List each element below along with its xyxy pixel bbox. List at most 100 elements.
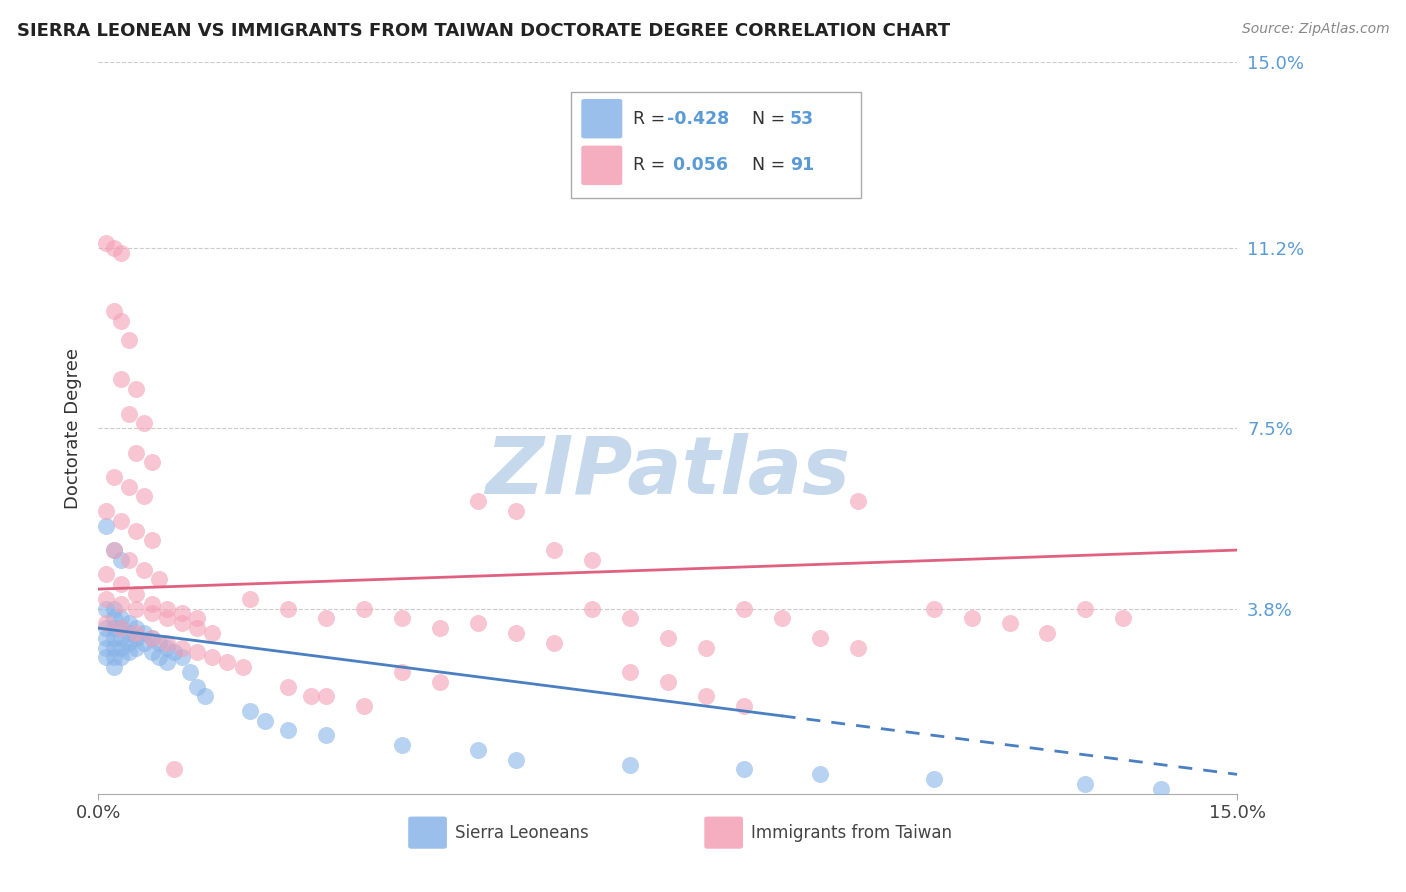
Point <box>1074 601 1097 615</box>
Point <box>239 591 262 606</box>
Point <box>103 601 125 615</box>
Point <box>922 772 945 787</box>
Text: -0.428: -0.428 <box>666 110 728 128</box>
Point <box>156 655 179 669</box>
Point <box>103 543 125 558</box>
Text: R =: R = <box>633 110 671 128</box>
Point <box>505 626 527 640</box>
Point <box>277 680 299 694</box>
Point <box>254 714 277 728</box>
Point <box>103 611 125 625</box>
Point <box>467 616 489 631</box>
FancyBboxPatch shape <box>581 145 623 186</box>
Point <box>125 524 148 538</box>
Point <box>186 680 208 694</box>
Point <box>110 631 132 645</box>
Point <box>170 650 193 665</box>
Point <box>299 690 322 704</box>
Point <box>94 616 117 631</box>
Point <box>1112 611 1135 625</box>
Point <box>94 621 117 635</box>
Point <box>217 655 239 669</box>
Point <box>543 543 565 558</box>
Point <box>315 611 337 625</box>
Point <box>125 382 148 396</box>
Point <box>429 674 451 689</box>
Point <box>232 660 254 674</box>
Point <box>94 518 117 533</box>
Point <box>156 601 179 615</box>
Point <box>94 591 117 606</box>
Point <box>110 597 132 611</box>
Point <box>132 563 155 577</box>
Point <box>110 553 132 567</box>
Point <box>103 660 125 674</box>
Text: 0.056: 0.056 <box>666 156 728 174</box>
Point <box>110 640 132 655</box>
Point <box>619 757 641 772</box>
Point <box>619 665 641 679</box>
Point <box>163 763 186 777</box>
Point <box>960 611 983 625</box>
Y-axis label: Doctorate Degree: Doctorate Degree <box>63 348 82 508</box>
Point <box>467 494 489 508</box>
FancyBboxPatch shape <box>704 816 742 849</box>
Point <box>1150 782 1173 797</box>
Point <box>94 504 117 518</box>
Point <box>733 763 755 777</box>
Point <box>201 626 224 640</box>
Text: ZIPatlas: ZIPatlas <box>485 433 851 511</box>
Point <box>141 597 163 611</box>
FancyBboxPatch shape <box>571 92 862 198</box>
Point <box>125 587 148 601</box>
Point <box>118 334 141 348</box>
Point <box>770 611 793 625</box>
Text: SIERRA LEONEAN VS IMMIGRANTS FROM TAIWAN DOCTORATE DEGREE CORRELATION CHART: SIERRA LEONEAN VS IMMIGRANTS FROM TAIWAN… <box>17 22 950 40</box>
Point <box>156 636 179 650</box>
Point <box>141 645 163 659</box>
Point <box>194 690 217 704</box>
Point <box>110 650 132 665</box>
Point <box>315 728 337 742</box>
FancyBboxPatch shape <box>408 816 447 849</box>
Point <box>132 490 155 504</box>
Point <box>110 514 132 528</box>
Text: 91: 91 <box>790 156 814 174</box>
Point <box>110 245 132 260</box>
Point <box>141 455 163 469</box>
Point <box>695 640 717 655</box>
Point <box>94 650 117 665</box>
Point <box>103 304 125 318</box>
Point <box>110 621 132 635</box>
Point <box>94 567 117 582</box>
Point <box>141 631 163 645</box>
Point <box>808 767 831 781</box>
Point <box>103 640 125 655</box>
Point <box>103 621 125 635</box>
Point <box>353 699 375 714</box>
Point <box>94 640 117 655</box>
Point <box>110 314 132 328</box>
Point <box>543 636 565 650</box>
Point <box>239 704 262 718</box>
Point <box>186 611 208 625</box>
Point <box>1036 626 1059 640</box>
Text: Sierra Leoneans: Sierra Leoneans <box>456 823 589 842</box>
Text: N =: N = <box>741 110 790 128</box>
Point <box>505 753 527 767</box>
Point <box>118 407 141 421</box>
Point <box>156 611 179 625</box>
Point <box>186 645 208 659</box>
Text: Source: ZipAtlas.com: Source: ZipAtlas.com <box>1241 22 1389 37</box>
Point <box>118 616 141 631</box>
Point <box>125 640 148 655</box>
Point <box>277 723 299 738</box>
Point <box>179 665 201 679</box>
Point <box>846 494 869 508</box>
Point <box>125 631 148 645</box>
Point <box>118 553 141 567</box>
Point <box>1074 777 1097 791</box>
Point <box>170 640 193 655</box>
Point <box>846 640 869 655</box>
Point <box>922 601 945 615</box>
